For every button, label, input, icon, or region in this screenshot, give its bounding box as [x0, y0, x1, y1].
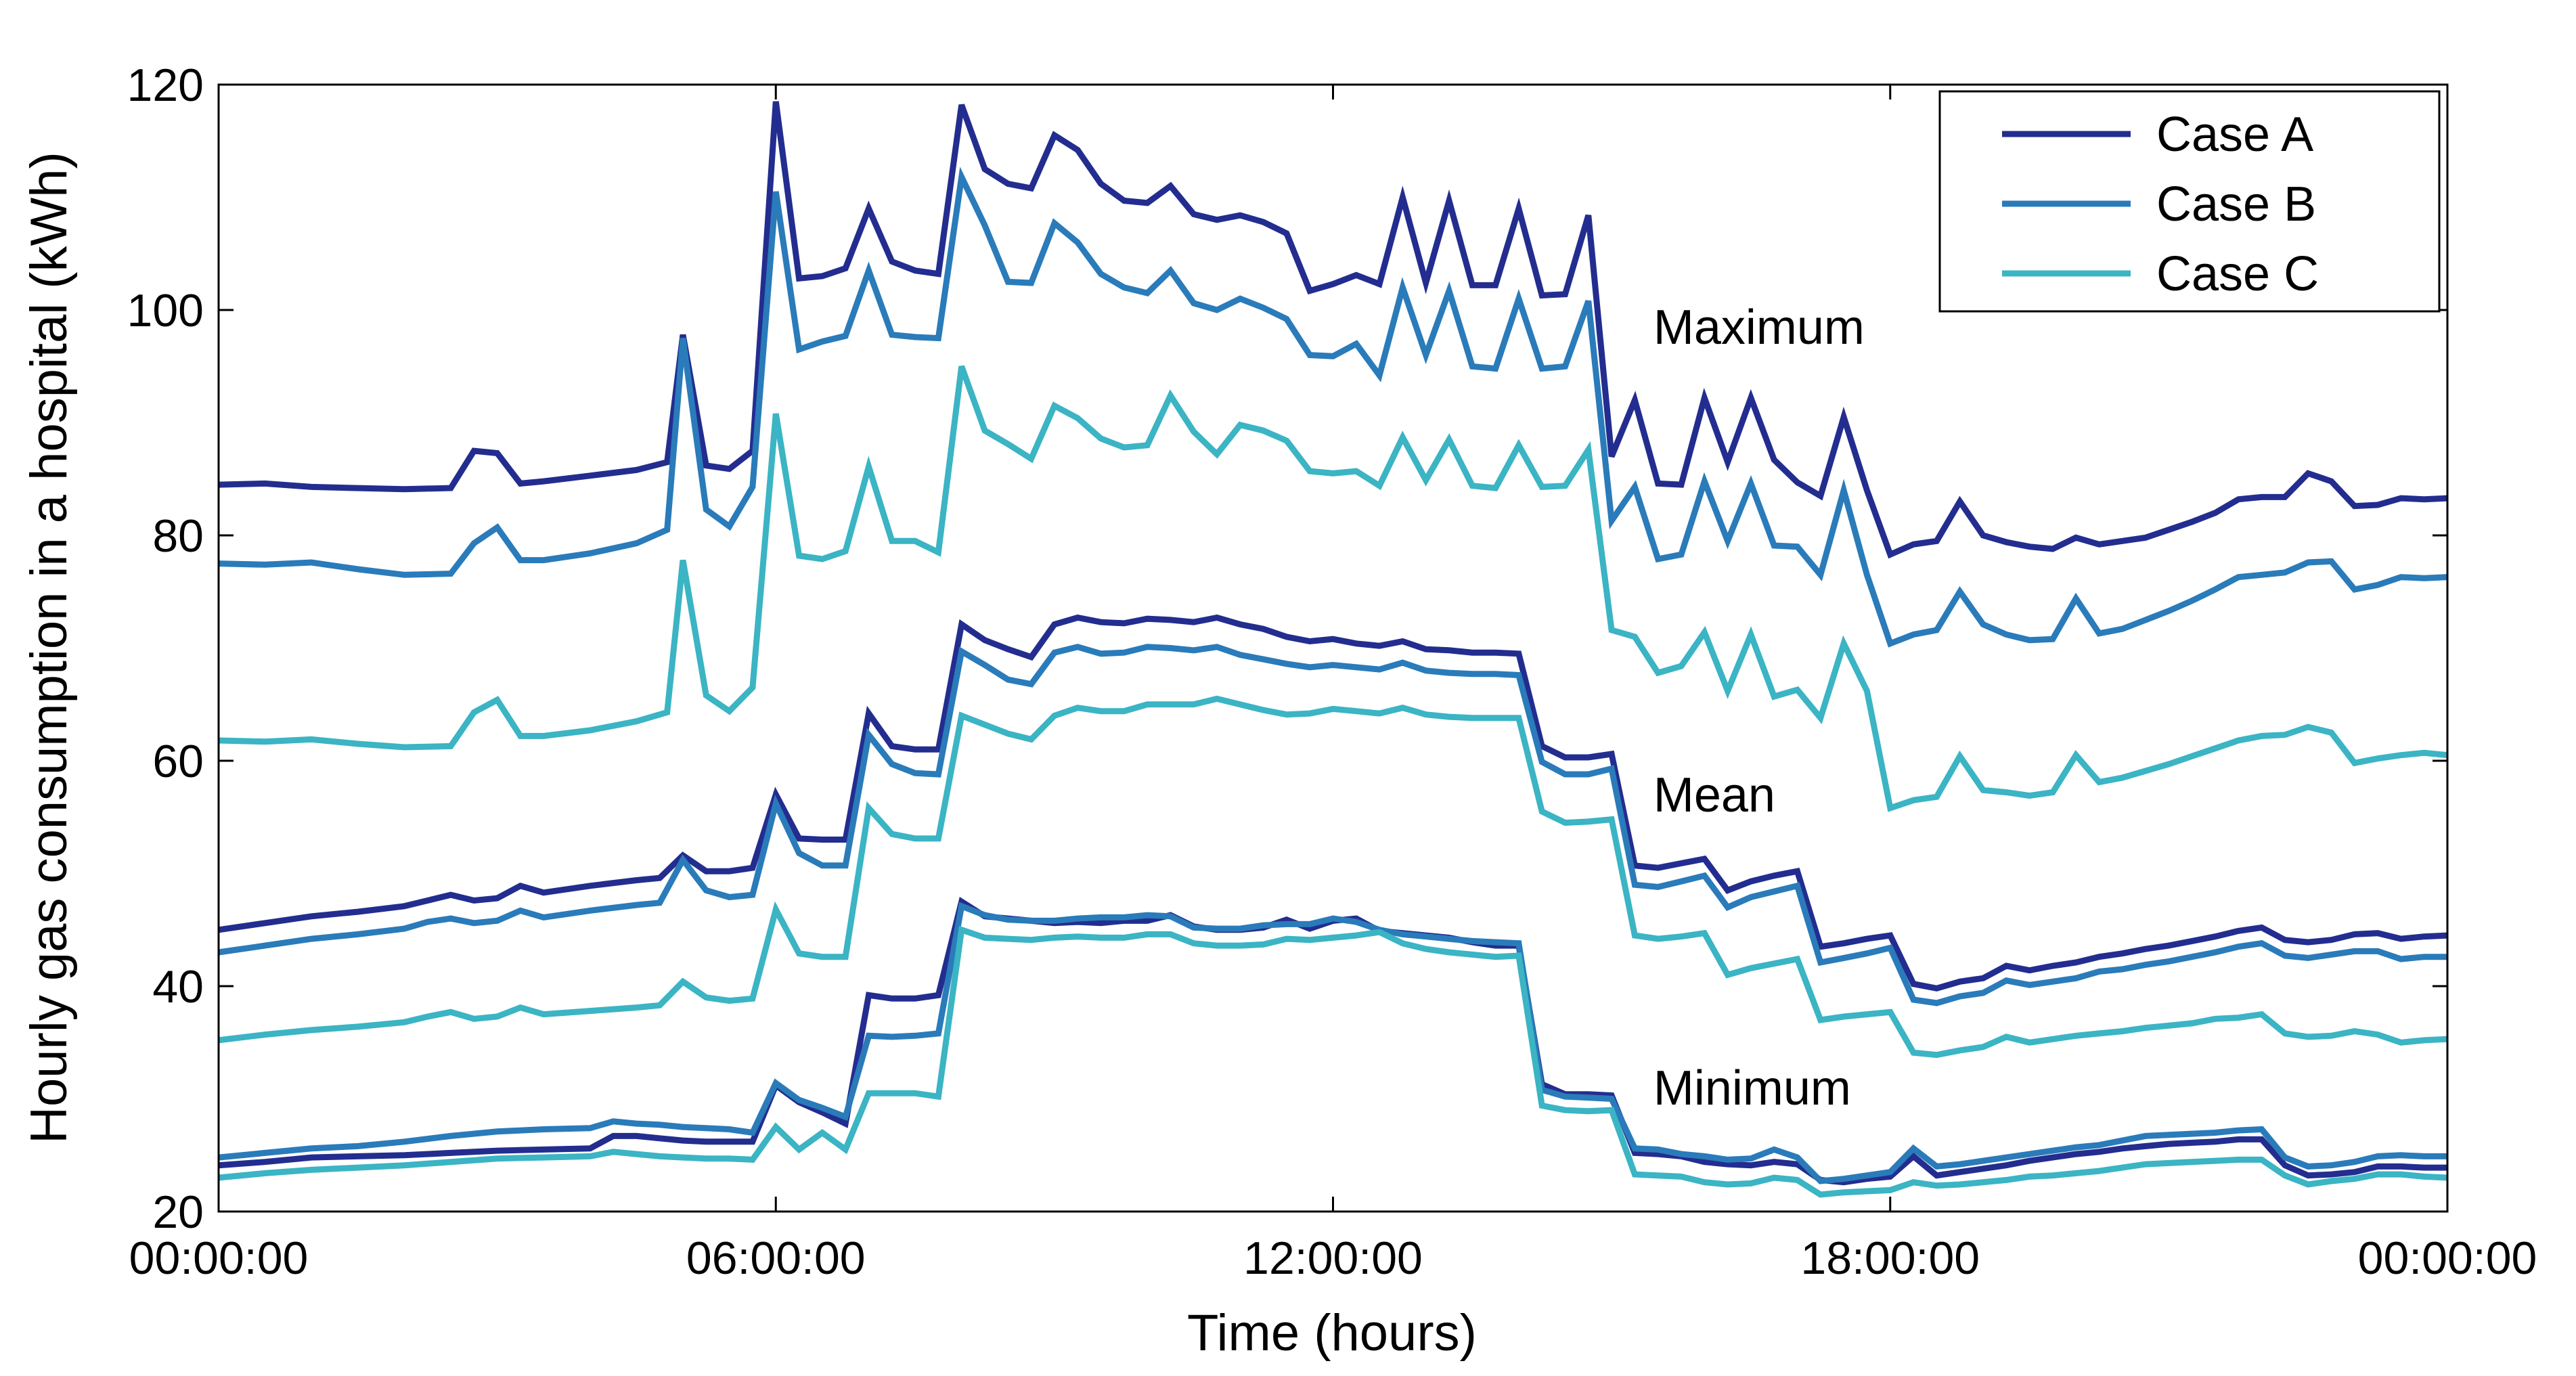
curve-annotations: Maximum Mean Minimum	[1653, 301, 1865, 1115]
y-tick-label: 60	[152, 736, 204, 787]
annotation-maximum: Maximum	[1653, 301, 1865, 355]
x-tick-label: 00:00:00	[2358, 1233, 2537, 1284]
legend-label-case-b: Case B	[2156, 177, 2316, 231]
y-tick-label: 100	[127, 285, 204, 336]
series-line-maximum-case-a	[218, 101, 2448, 559]
legend: Case A Case B Case C	[1938, 90, 2441, 313]
x-axis-title: Time (hours)	[1187, 1304, 1477, 1362]
y-tick-label: 120	[127, 60, 204, 111]
series-line-mean-case-c	[218, 695, 2448, 1059]
series-line-maximum-case-c	[218, 365, 2448, 812]
series-line-minimum-case-b	[218, 902, 2447, 1184]
x-tick-label: 12:00:00	[1243, 1233, 1423, 1284]
y-axis-title: Hourly gas consumption in a hospital (kW…	[20, 152, 78, 1144]
x-tick-label: 06:00:00	[686, 1233, 866, 1284]
legend-label-case-c: Case C	[2156, 247, 2319, 301]
series-line-maximum-case-b	[218, 167, 2448, 648]
series-line-mean-case-a	[218, 614, 2448, 992]
y-tick-label: 20	[152, 1186, 204, 1238]
annotation-mean: Mean	[1653, 768, 1775, 822]
annotation-minimum: Minimum	[1653, 1061, 1851, 1115]
plot-lines	[218, 101, 2448, 1198]
axis-ticks: 20 40 60 80 100 120 00:00:00 06:00:00 12:00:00 18…	[127, 60, 2537, 1284]
x-tick-label: 00:00:00	[129, 1233, 309, 1284]
series-line-mean-case-b	[218, 644, 2447, 1006]
y-tick-label: 80	[152, 510, 204, 562]
x-tick-label: 18:00:00	[1800, 1233, 1980, 1284]
legend-label-case-a: Case A	[2156, 108, 2313, 162]
y-tick-label: 40	[152, 961, 204, 1013]
series-line-minimum-case-c	[218, 925, 2448, 1198]
